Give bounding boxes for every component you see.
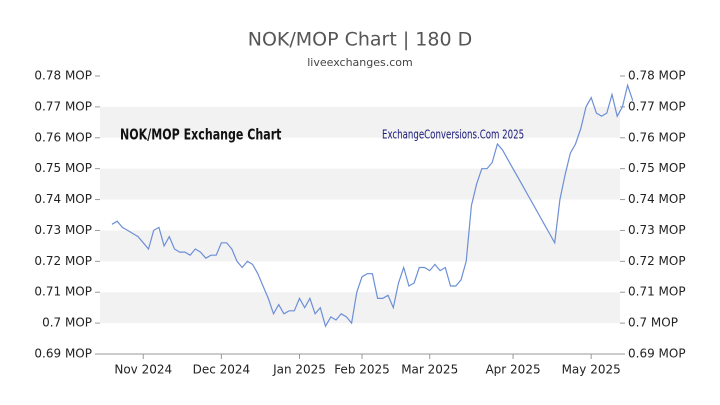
x-tick-label: Feb 2025 <box>334 363 390 377</box>
y2-tick-label: 0.78 MOP <box>628 69 686 83</box>
y2-tick-label: 0.75 MOP <box>628 161 686 175</box>
y-tick-label: 0.7 MOP <box>42 316 92 330</box>
y-tick-label: 0.73 MOP <box>34 223 92 237</box>
x-tick-label: Jan 2025 <box>272 363 326 377</box>
y-tick-label: 0.77 MOP <box>34 99 92 113</box>
y-tick-label: 0.71 MOP <box>34 285 92 299</box>
y2-tick-label: 0.69 MOP <box>628 347 686 361</box>
y2-tick-label: 0.74 MOP <box>628 192 686 206</box>
y2-tick-label: 0.71 MOP <box>628 285 686 299</box>
x-tick-label: Apr 2025 <box>485 363 540 377</box>
x-tick-label: Mar 2025 <box>401 363 458 377</box>
series-line <box>111 83 634 328</box>
x-tick-label: Dec 2024 <box>193 363 251 377</box>
chart-subtitle: liveexchanges.com <box>307 56 412 69</box>
y2-tick-label: 0.7 MOP <box>628 316 678 330</box>
y-tick-label: 0.75 MOP <box>34 161 92 175</box>
grid-band <box>100 230 620 262</box>
grid-band <box>100 168 620 200</box>
y-tick-label: 0.78 MOP <box>34 69 92 83</box>
y2-tick-label: 0.73 MOP <box>628 223 686 237</box>
y-tick-label: 0.69 MOP <box>34 347 92 361</box>
annotation: NOK/MOP Exchange Chart <box>120 126 282 143</box>
y-tick-label: 0.76 MOP <box>34 130 92 144</box>
x-tick-label: May 2025 <box>562 363 621 377</box>
annotation: ExchangeConversions.Com 2025 <box>382 128 524 142</box>
y2-tick-label: 0.76 MOP <box>628 130 686 144</box>
x-tick-label: Nov 2024 <box>114 363 172 377</box>
chart-title: NOK/MOP Chart | 180 D <box>248 29 473 51</box>
y-tick-label: 0.74 MOP <box>34 192 92 206</box>
y2-tick-label: 0.72 MOP <box>628 254 686 268</box>
y2-tick-label: 0.77 MOP <box>628 99 686 113</box>
grid-band <box>100 292 620 324</box>
grid-band <box>100 106 620 138</box>
y-tick-label: 0.72 MOP <box>34 254 92 268</box>
